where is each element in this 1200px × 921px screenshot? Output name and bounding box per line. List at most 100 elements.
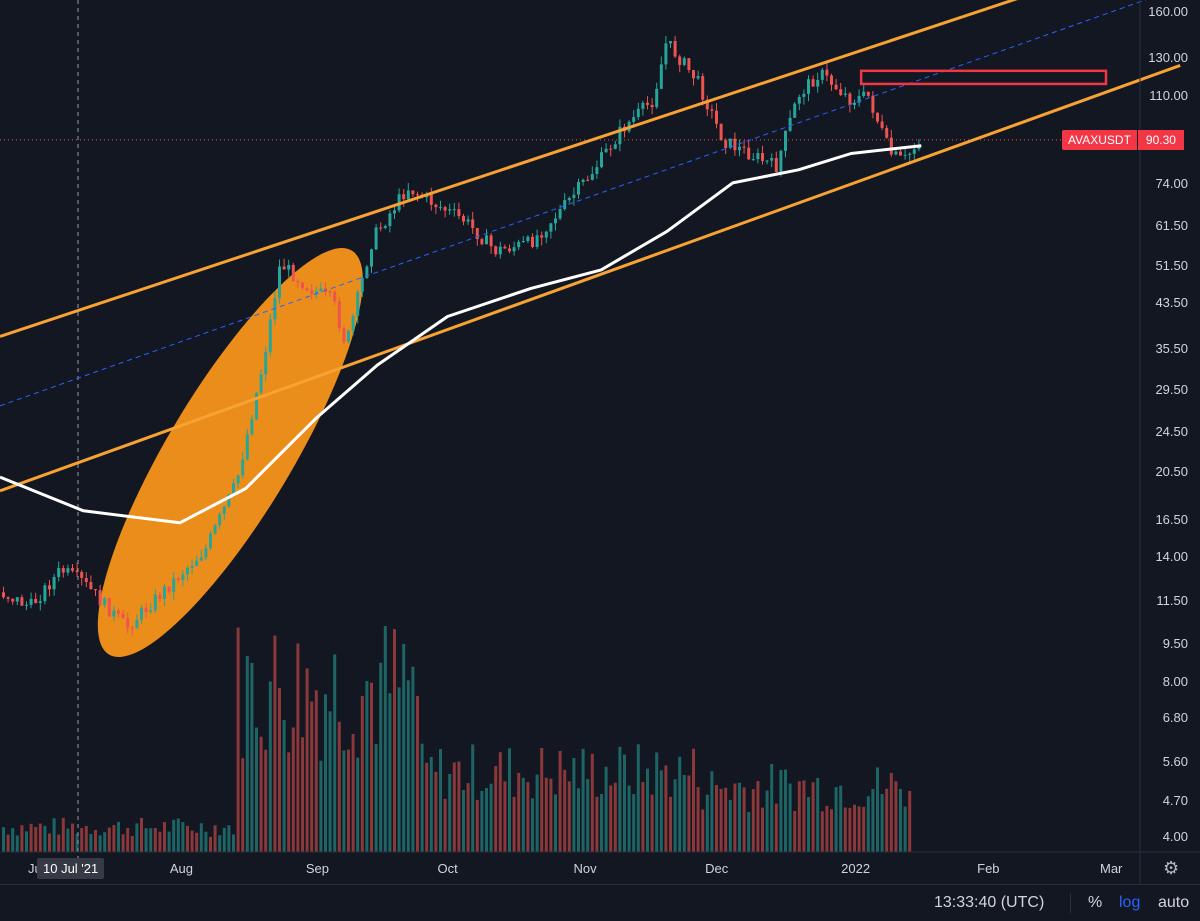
candle	[600, 152, 603, 168]
volume-bar	[204, 831, 208, 852]
candle	[135, 619, 139, 629]
candle	[903, 154, 907, 156]
candle	[508, 248, 511, 252]
volume-bar	[871, 788, 875, 852]
auto-scale-button[interactable]: auto	[1158, 894, 1190, 911]
volume-bar	[416, 695, 419, 852]
candle	[61, 568, 65, 573]
volume-bar	[452, 762, 456, 852]
candle	[503, 246, 507, 249]
candle	[807, 79, 810, 94]
candle	[291, 264, 295, 282]
volume-bar	[728, 799, 732, 852]
candle	[167, 586, 171, 592]
volume-bar	[834, 787, 838, 852]
candle	[549, 223, 553, 232]
candle	[388, 213, 392, 226]
candle	[328, 291, 332, 293]
candle	[485, 235, 488, 245]
volume-bar	[305, 668, 309, 852]
candle	[199, 557, 203, 561]
volume-bar	[595, 796, 599, 852]
candle	[535, 235, 539, 248]
volume-bar	[554, 794, 557, 852]
candle	[682, 58, 686, 65]
candle	[347, 330, 350, 342]
candle	[130, 627, 134, 629]
volume-bar	[880, 794, 884, 852]
price-tick-label: 8.00	[1162, 673, 1188, 689]
price-tick-label: 29.50	[1155, 382, 1188, 398]
candle	[360, 277, 364, 292]
candle	[57, 568, 61, 577]
candle	[457, 209, 461, 216]
price-chart[interactable]	[0, 0, 1200, 884]
candle	[144, 607, 148, 612]
volume-bar	[747, 811, 751, 852]
price-tick-label: 130.00	[1148, 50, 1188, 66]
crosshair-date-label: 10 Jul '21	[37, 858, 105, 879]
gear-icon[interactable]: ⚙	[1163, 858, 1180, 878]
candle	[287, 264, 291, 270]
volume-bar	[199, 823, 203, 852]
price-tick-label: 16.50	[1155, 512, 1188, 528]
candle	[595, 167, 599, 174]
candle	[659, 64, 663, 89]
volume-bar	[222, 827, 226, 852]
log-scale-button[interactable]: log	[1119, 894, 1141, 911]
volume-bar	[48, 833, 51, 852]
volume-bar	[135, 823, 139, 852]
volume-bar	[107, 827, 111, 852]
candle	[664, 43, 668, 65]
volume-bar	[724, 787, 728, 852]
time-tick-label: Oct	[437, 861, 458, 876]
candle	[632, 117, 636, 122]
volume-bar	[517, 772, 521, 852]
candle	[15, 597, 19, 602]
candle	[540, 235, 544, 238]
percent-scale-button[interactable]: %	[1088, 894, 1103, 911]
volume-bar	[278, 687, 281, 852]
volume-bar	[774, 803, 778, 852]
candle	[181, 574, 185, 580]
clock-display[interactable]: 13:33:40 (UTC)	[934, 894, 1045, 911]
volume-bar	[393, 629, 396, 852]
candle	[517, 241, 521, 248]
volume-bar	[558, 750, 562, 852]
channel-midline	[0, 0, 1147, 407]
volume-bar	[604, 766, 608, 852]
candle	[820, 69, 824, 80]
candle	[710, 109, 714, 111]
candle	[770, 158, 774, 161]
time-tick-label: Mar	[1100, 861, 1123, 876]
symbol-label: AVAXUSDT	[1062, 130, 1137, 150]
volume-bar	[241, 758, 245, 852]
volume-bar	[232, 834, 235, 852]
candle	[811, 79, 815, 87]
price-tick-label: 4.00	[1162, 829, 1188, 844]
candle	[641, 102, 645, 109]
candle	[853, 102, 856, 105]
volume-bar	[112, 824, 116, 852]
candle	[429, 194, 433, 205]
candle	[646, 102, 649, 105]
candle	[351, 315, 355, 331]
candle	[80, 572, 84, 578]
candle	[98, 590, 102, 606]
volume-bar	[894, 781, 898, 852]
volume-bar	[590, 753, 594, 852]
candle	[149, 610, 153, 612]
candle	[912, 149, 916, 154]
candle	[416, 194, 419, 196]
volume-bar	[291, 727, 295, 852]
volume-bar	[190, 830, 194, 852]
candle	[554, 218, 557, 224]
volume-bar	[535, 774, 539, 852]
volume-bar	[701, 809, 705, 852]
volume-bar	[742, 787, 746, 852]
volume-bar	[287, 752, 291, 852]
volume-bar	[379, 662, 383, 852]
candle	[172, 578, 176, 592]
candle	[724, 140, 728, 148]
volume-bar	[434, 771, 438, 852]
